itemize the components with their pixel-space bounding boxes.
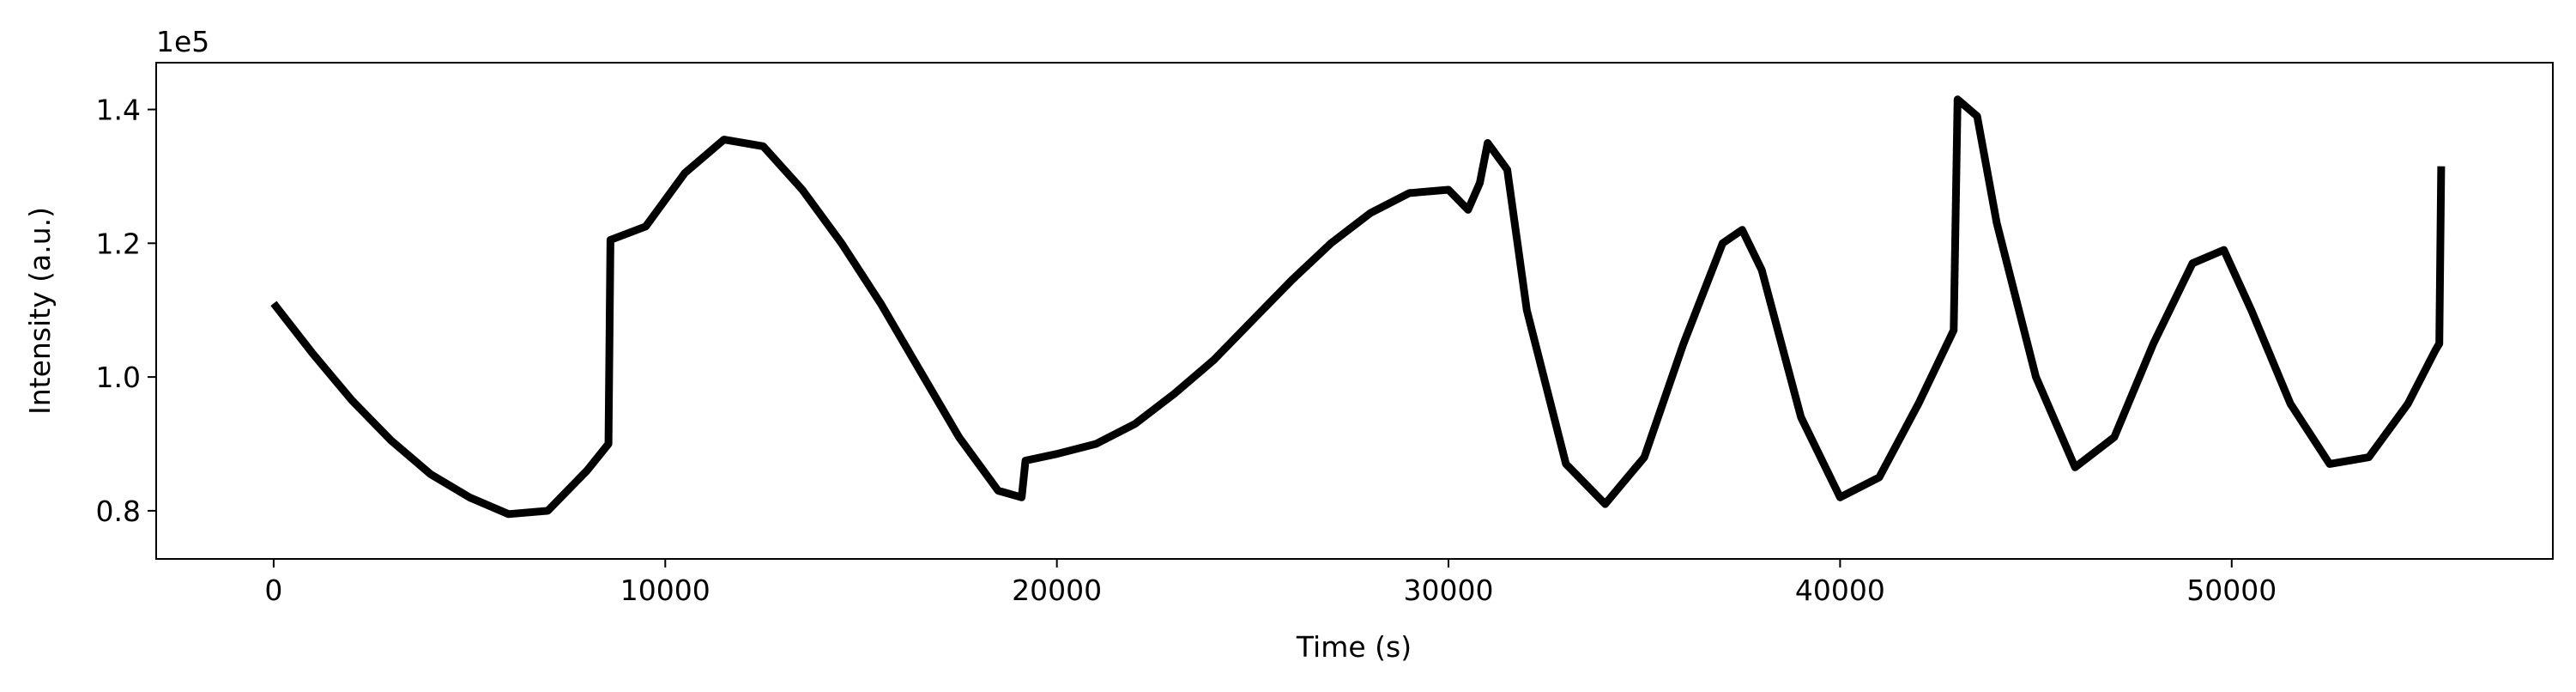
y-scale-label: 1e5 (156, 25, 209, 58)
x-tick-label: 20000 (1012, 574, 1102, 607)
intensity-series-line (270, 95, 2446, 519)
x-tick-label: 10000 (620, 574, 711, 607)
y-tick-label: 1.0 (96, 361, 141, 394)
y-tick-label: 1.2 (96, 227, 141, 260)
x-axis-label: Time (s) (1296, 630, 1412, 664)
x-tick-label: 40000 (1795, 574, 1885, 607)
x-tick-label: 0 (264, 574, 282, 607)
y-tick-label: 1.4 (96, 94, 141, 127)
plot-frame (155, 62, 2554, 560)
y-ticks: 0.8 1.0 1.2 1.4 (96, 94, 156, 528)
y-tick-label: 0.8 (96, 495, 141, 528)
x-tick-label: 50000 (2186, 574, 2277, 607)
x-tick-label: 30000 (1404, 574, 1494, 607)
x-ticks: 0 10000 20000 30000 40000 50000 (264, 559, 2277, 607)
y-axis-label: Intensity (a.u.) (23, 207, 57, 415)
